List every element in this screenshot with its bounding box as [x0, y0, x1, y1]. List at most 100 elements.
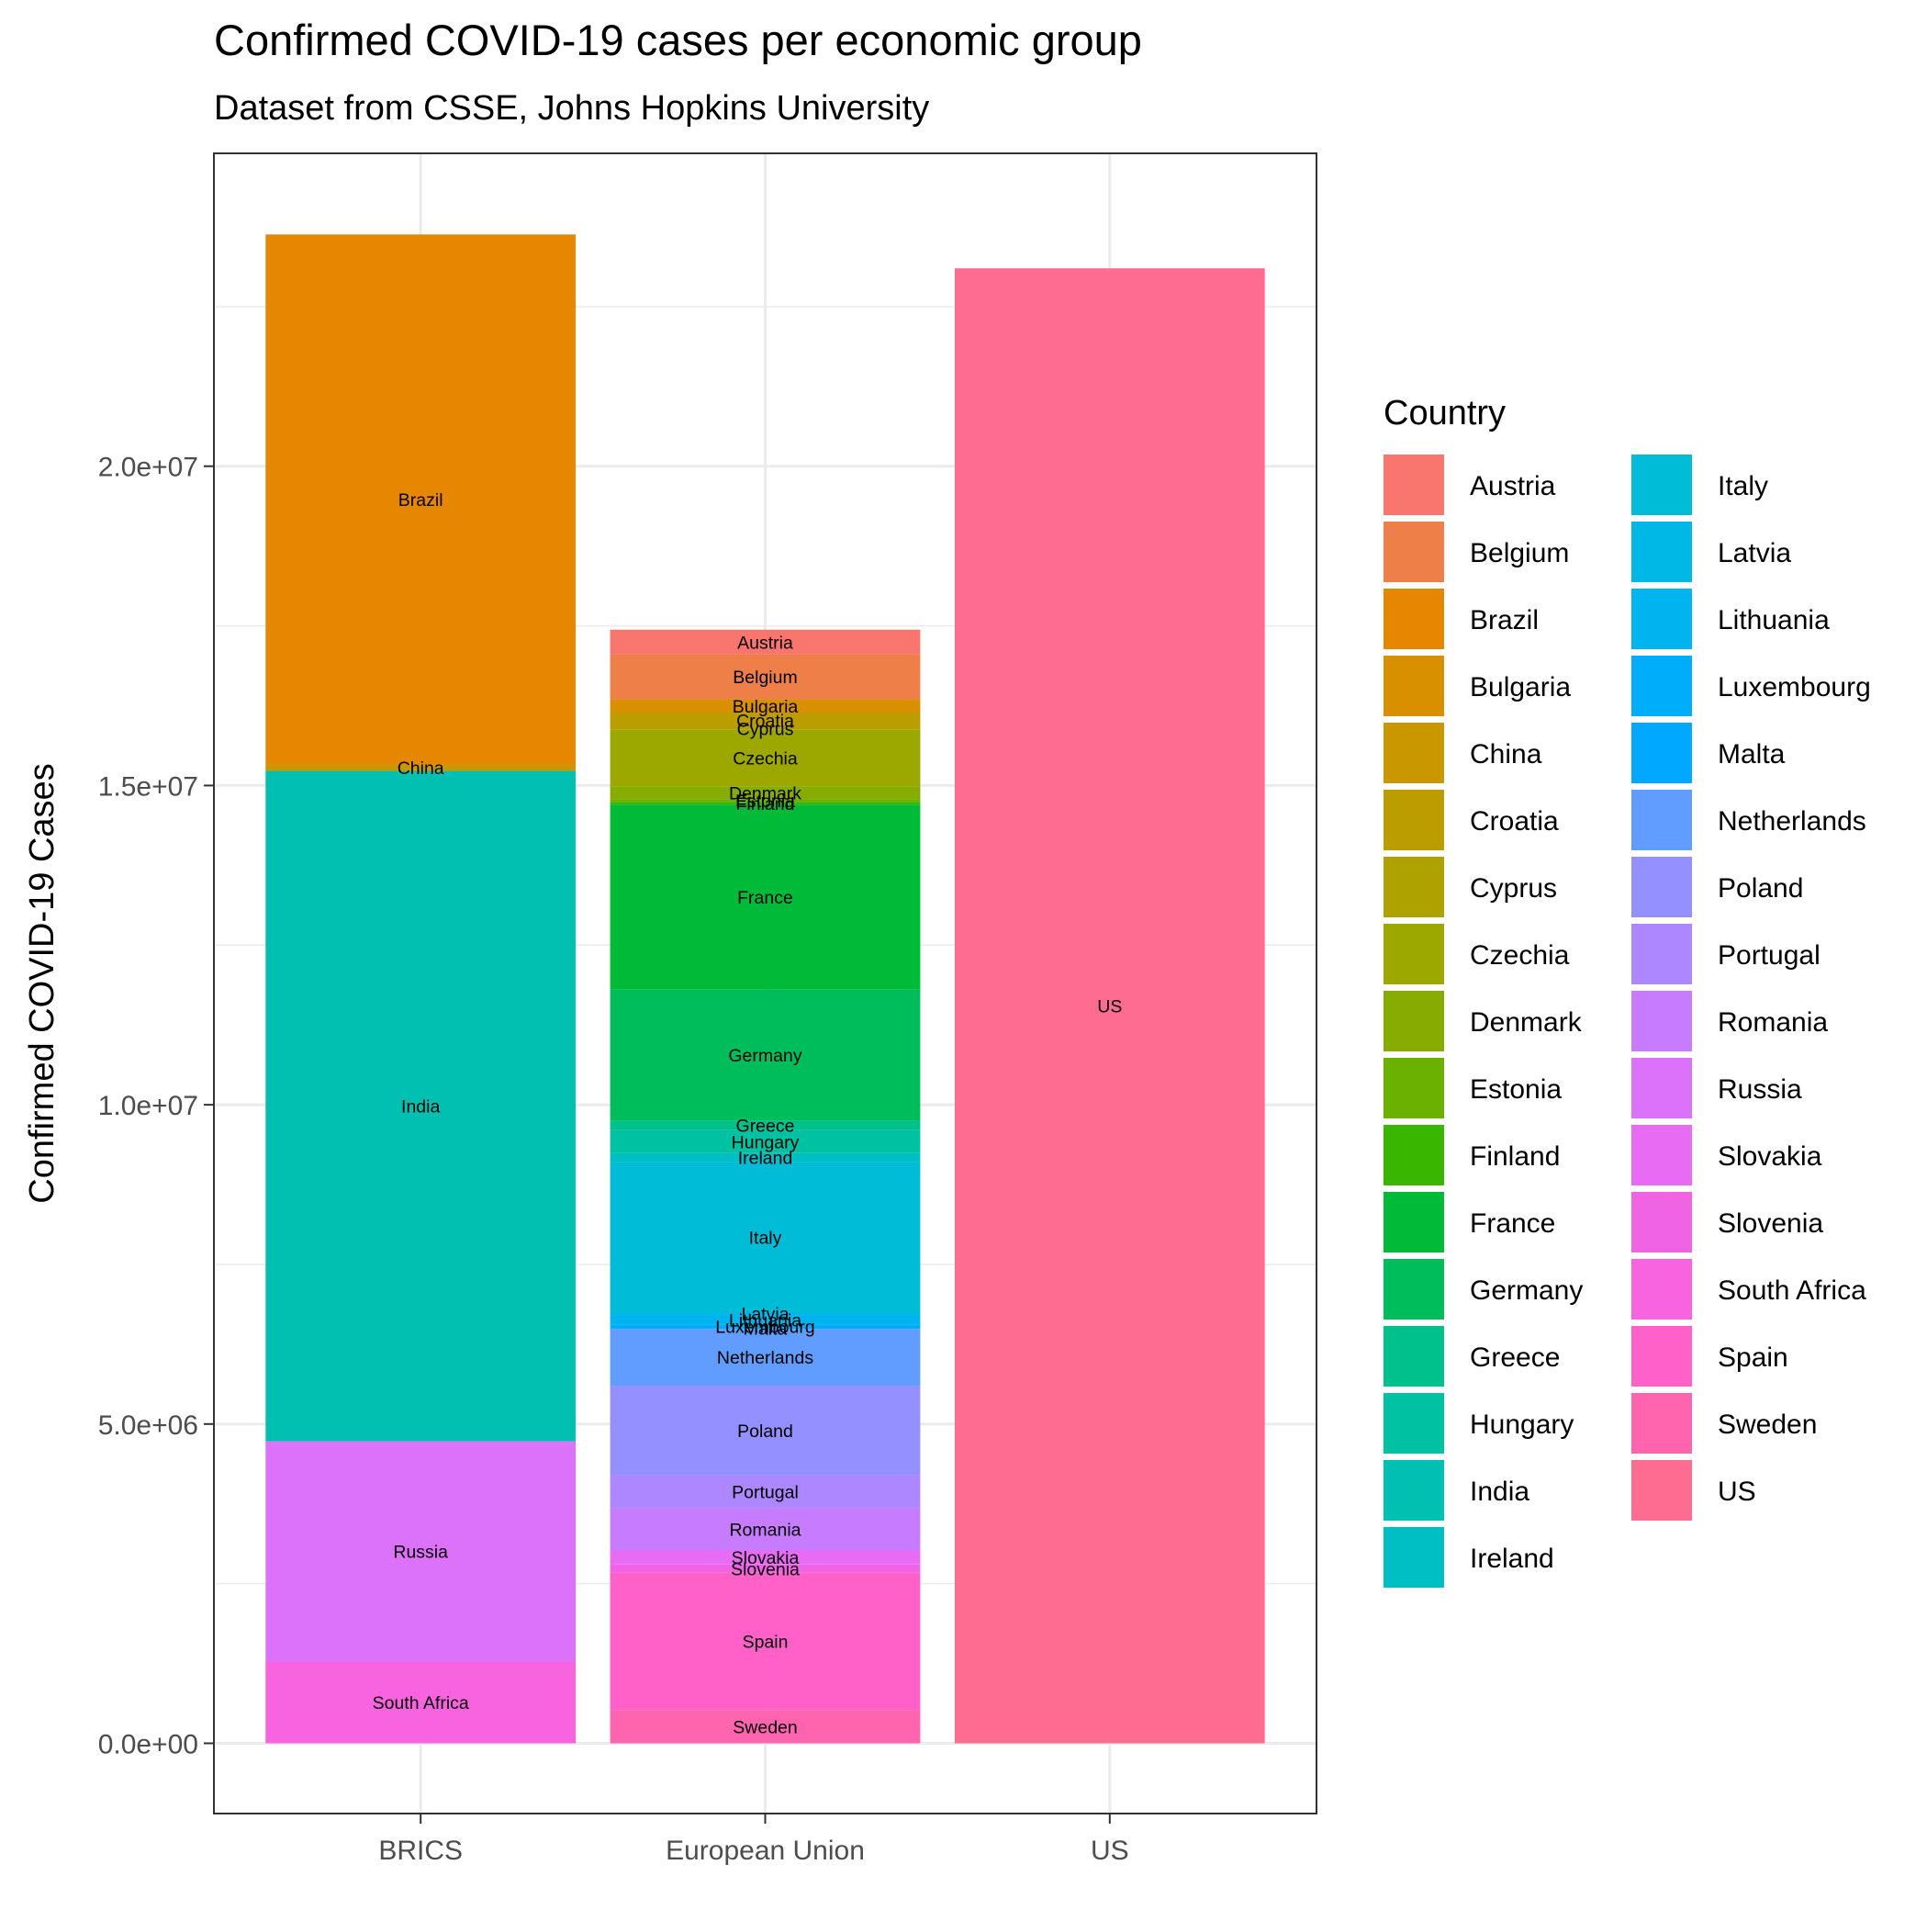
- bar-segment-european-union-czechia: [610, 729, 921, 787]
- bar-segment-european-union-romania: [610, 1508, 921, 1551]
- legend-key-greece: [1384, 1326, 1444, 1387]
- x-tick-label-brics: BRICS: [378, 1836, 463, 1866]
- legend-label-luxembourg: Luxembourg: [1718, 672, 1871, 702]
- chart-subtitle: Dataset from CSSE, Johns Hopkins Univers…: [214, 89, 929, 128]
- bar-label-european-union-cyprus: Cyprus: [737, 720, 794, 740]
- bar-label-european-union-luxembourg: Luxembourg: [715, 1317, 814, 1337]
- legend-key-spain: [1631, 1326, 1692, 1387]
- legend-label-slovakia: Slovakia: [1718, 1141, 1822, 1172]
- legend-key-belgium: [1384, 522, 1444, 582]
- legend-label-germany: Germany: [1470, 1275, 1583, 1306]
- bar-segment-european-union-bulgaria: [610, 699, 921, 713]
- legend-label-russia: Russia: [1718, 1074, 1802, 1105]
- legend-key-russia: [1631, 1058, 1692, 1118]
- legend-key-france: [1384, 1192, 1444, 1252]
- legend-label-china: China: [1470, 739, 1542, 769]
- bar-segment-us-us: [954, 268, 1265, 1744]
- bar-segment-european-union-denmark: [610, 786, 921, 800]
- y-axis-title: Confirmed COVID-19 Cases: [23, 763, 62, 1203]
- legend-key-slovenia: [1631, 1192, 1692, 1252]
- legend-label-bulgaria: Bulgaria: [1470, 672, 1571, 702]
- bar-label-european-union-poland: Poland: [737, 1421, 793, 1442]
- bar-label-european-union-bulgaria: Bulgaria: [733, 697, 799, 717]
- legend-label-malta: Malta: [1718, 739, 1786, 769]
- legend-key-portugal: [1631, 924, 1692, 984]
- bar-segment-european-union-austria: [610, 629, 921, 655]
- bar-segment-european-union-latvia: [610, 1311, 921, 1316]
- legend-label-spain: Spain: [1718, 1342, 1788, 1373]
- bar-label-european-union-finland: Finland: [736, 794, 795, 814]
- bar-label-european-union-ireland: Ireland: [738, 1149, 793, 1169]
- legend-label-portugal: Portugal: [1718, 940, 1821, 971]
- legend-label-croatia: Croatia: [1470, 806, 1559, 837]
- bar-label-european-union-belgium: Belgium: [733, 668, 797, 688]
- legend-label-slovenia: Slovenia: [1718, 1208, 1823, 1239]
- bar-segment-european-union-spain: [610, 1572, 921, 1711]
- bar-label-european-union-italy: Italy: [749, 1228, 782, 1248]
- bar-segment-european-union-poland: [610, 1386, 921, 1476]
- legend-label-latvia: Latvia: [1718, 538, 1791, 568]
- bar-segment-european-union-sweden: [610, 1710, 921, 1744]
- legend-key-ireland: [1384, 1527, 1444, 1588]
- bar-labels-layer: South Africa Russia India China Brazil Sweden…: [373, 490, 1123, 1738]
- bar-label-european-union-croatia: Croatia: [736, 712, 794, 732]
- legend-label-denmark: Denmark: [1470, 1007, 1583, 1038]
- bar-segment-brics-china: [265, 764, 577, 771]
- x-tick-label-european-union: European Union: [666, 1836, 865, 1866]
- x-axis: BRICS European Union US: [378, 1814, 1129, 1866]
- y-tick-label: 1.0e+07: [98, 1091, 198, 1121]
- bar-segment-european-union-cyprus: [610, 727, 921, 730]
- legend-key-cyprus: [1384, 857, 1444, 917]
- bar-segment-brics-south-africa: [265, 1661, 577, 1744]
- bar-segment-european-union-netherlands: [610, 1329, 921, 1387]
- bar-label-european-union-latvia: Latvia: [741, 1305, 789, 1325]
- legend-label-ireland: Ireland: [1470, 1544, 1554, 1574]
- legend-key-netherlands: [1631, 790, 1692, 850]
- legend-label-france: France: [1470, 1208, 1555, 1239]
- legend-key-south-africa: [1631, 1259, 1692, 1320]
- bar-label-european-union-netherlands: Netherlands: [717, 1348, 813, 1368]
- legend-key-bulgaria: [1384, 656, 1444, 716]
- bar-segment-european-union-belgium: [610, 654, 921, 700]
- legend-title: Country: [1384, 394, 1506, 432]
- legend-key-lithuania: [1631, 589, 1692, 649]
- bar-segment-european-union-luxembourg: [610, 1324, 921, 1329]
- bar-label-european-union-denmark: Denmark: [729, 784, 801, 804]
- bar-label-brics-china: China: [398, 758, 444, 779]
- x-tick-label-us: US: [1091, 1836, 1129, 1866]
- legend-key-denmark: [1384, 991, 1444, 1051]
- bar-label-european-union-france: France: [737, 888, 793, 908]
- legend-key-hungary: [1384, 1393, 1444, 1454]
- legend-label-lithuania: Lithuania: [1718, 605, 1830, 635]
- legend-key-estonia: [1384, 1058, 1444, 1118]
- bar-label-european-union-hungary: Hungary: [732, 1132, 800, 1152]
- bar-label-european-union-portugal: Portugal: [732, 1483, 799, 1503]
- y-tick-label: 2.0e+07: [98, 453, 198, 483]
- legend-key-us: [1631, 1460, 1692, 1521]
- bar-segment-european-union-slovenia: [610, 1564, 921, 1573]
- y-tick-label: 0.0e+00: [98, 1730, 198, 1760]
- legend-label-czechia: Czechia: [1470, 940, 1570, 971]
- legend-key-latvia: [1631, 522, 1692, 582]
- legend-label-us: US: [1718, 1477, 1756, 1507]
- bar-label-brics-brazil: Brazil: [398, 490, 443, 511]
- legend-key-croatia: [1384, 790, 1444, 850]
- legend-label-belgium: Belgium: [1470, 538, 1569, 568]
- legend-label-romania: Romania: [1718, 1007, 1828, 1038]
- legend-key-germany: [1384, 1259, 1444, 1320]
- bar-label-european-union-germany: Germany: [728, 1046, 801, 1066]
- bar-segment-european-union-lithuania: [610, 1315, 921, 1325]
- bar-segment-brics-brazil: [265, 234, 577, 765]
- legend-key-czechia: [1384, 924, 1444, 984]
- y-tick-label: 5.0e+06: [98, 1410, 198, 1441]
- legend-label-hungary: Hungary: [1470, 1410, 1574, 1440]
- bar-segment-european-union-greece: [610, 1120, 921, 1130]
- legend-label-greece: Greece: [1470, 1342, 1560, 1373]
- legend-key-romania: [1631, 991, 1692, 1051]
- bar-label-us-us: US: [1097, 996, 1122, 1017]
- bar-label-european-union-sweden: Sweden: [733, 1717, 797, 1737]
- bar-label-european-union-slovakia: Slovakia: [732, 1548, 800, 1568]
- bar-label-european-union-lithuania: Lithuania: [729, 1311, 801, 1331]
